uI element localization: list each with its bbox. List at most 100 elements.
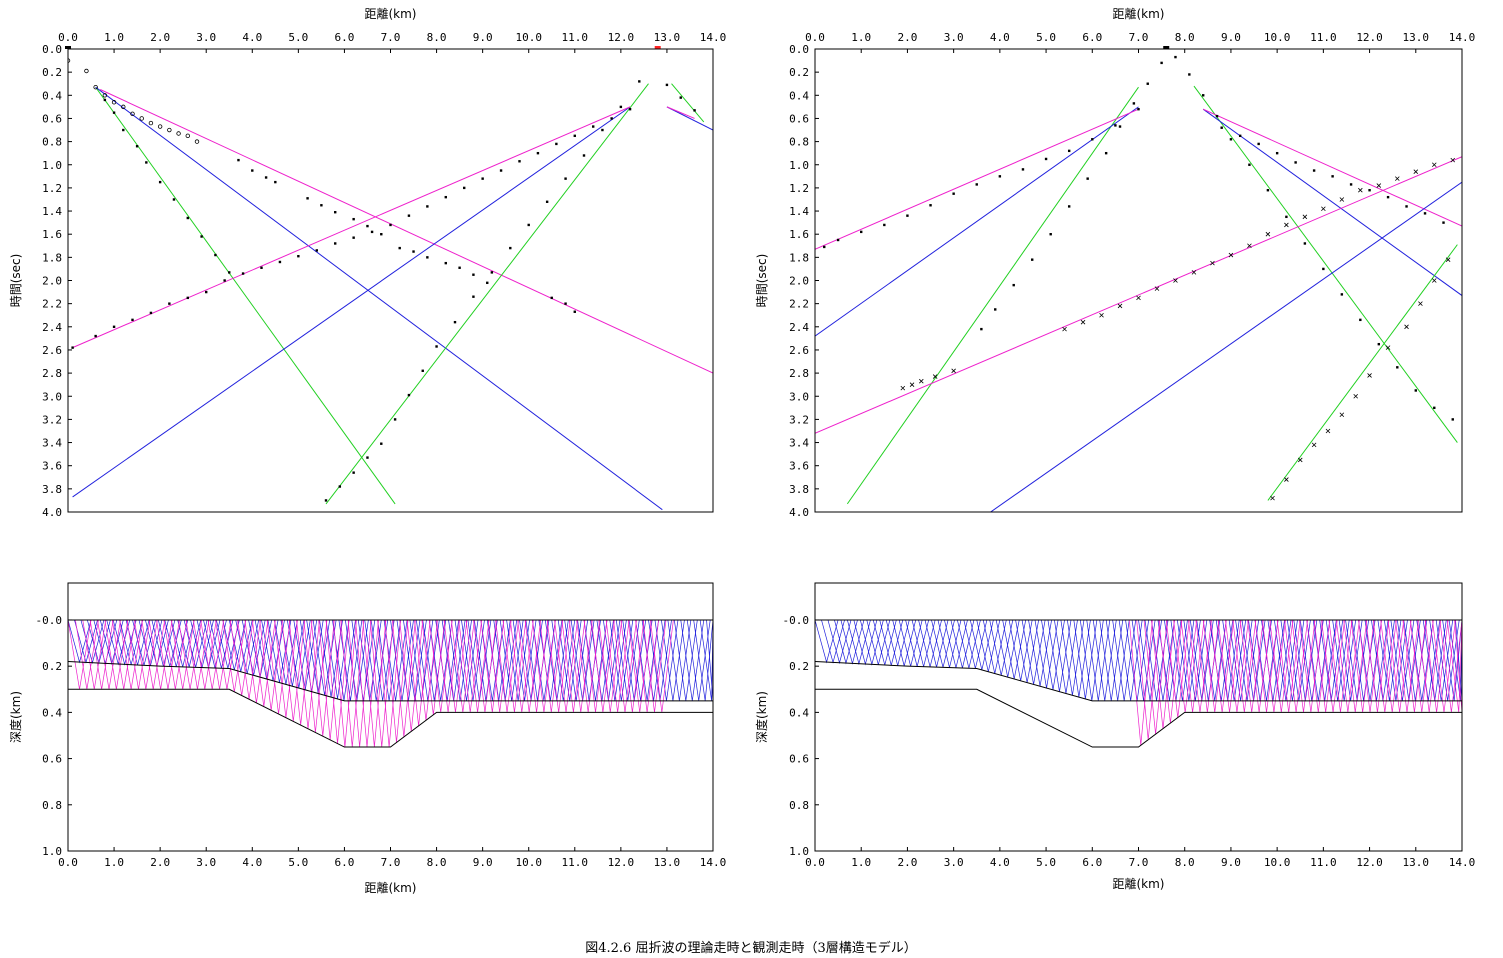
x-tick-label: 5.0	[288, 856, 308, 869]
observed-point	[1257, 142, 1260, 146]
theoretical-line-blue	[990, 181, 1462, 512]
observed-point	[601, 128, 604, 132]
theoretical-line-blue	[95, 86, 663, 511]
observed-point	[426, 256, 429, 259]
y-tick-label: 3.4	[42, 437, 62, 450]
x-tick-label: 6.0	[1082, 31, 1102, 44]
x-tick-label: 4.0	[242, 31, 262, 44]
y-tick-label: 3.8	[42, 483, 62, 496]
observed-point	[71, 346, 74, 349]
plot-frame	[67, 48, 714, 513]
observed-point	[380, 442, 383, 445]
observed-point	[228, 271, 231, 274]
observed-point	[1311, 442, 1317, 448]
observed-point	[1368, 189, 1371, 192]
observed-point	[122, 128, 125, 132]
observed-point	[573, 310, 576, 313]
observed-point	[975, 183, 978, 186]
observed-point	[1413, 169, 1419, 174]
x-tick-label: 7.0	[381, 31, 401, 44]
observed-point	[130, 111, 135, 117]
theoretical-line-green	[1193, 85, 1458, 443]
x-tick-label: 10.0	[515, 856, 542, 869]
plot-area	[815, 619, 1462, 748]
panel-upper-left-travel-time: 0.0 1.0 2.0 3.0 4.0 5.0 6.0 7.0 8.0 9.0 10.0 11.0 12…	[9, 7, 726, 519]
x-tick-label: 2.0	[897, 31, 917, 44]
y-tick-label: 0.8	[42, 136, 62, 149]
x-tick-label: 12.0	[608, 31, 635, 44]
observed-point	[389, 223, 392, 227]
observed-point	[260, 266, 263, 269]
layer-boundary-2	[815, 688, 1462, 748]
observed-point	[1049, 233, 1052, 236]
observed-point	[84, 68, 89, 74]
observed-point	[619, 105, 623, 109]
observed-point	[186, 296, 189, 300]
y-tick-label: 2.8	[42, 367, 62, 380]
observed-point	[435, 345, 438, 348]
theoretical-line-blue	[666, 106, 713, 131]
observed-point	[1091, 138, 1094, 141]
observed-point	[1154, 286, 1160, 291]
observed-point	[1450, 157, 1456, 163]
observed-point	[836, 238, 840, 242]
x-tick-label: 5.0	[1036, 856, 1056, 869]
observed-point	[297, 254, 300, 258]
x-tick-label: 2.0	[150, 31, 170, 44]
y-tick-label: 3.2	[42, 413, 62, 426]
y-tick-label: 0.2	[42, 66, 62, 79]
observed-point	[338, 485, 342, 488]
observed-point	[1377, 342, 1381, 346]
observed-point	[628, 107, 632, 111]
observed-point	[320, 204, 323, 207]
x-tick-label: 3.0	[196, 856, 216, 869]
observed-point	[693, 109, 696, 112]
observed-point	[102, 93, 108, 98]
observed-point	[200, 235, 203, 238]
y-tick-label: -0.0	[783, 614, 810, 627]
observed-point	[1191, 270, 1197, 275]
observed-point	[509, 246, 512, 250]
observed-point	[582, 154, 586, 157]
y-tick-label: 0.4	[42, 89, 62, 102]
y-tick-label: 1.4	[789, 205, 809, 218]
panel-lower-right-ray-path: 0.0 1.0 2.0 3.0 4.0 5.0 6.0 7.0 8.0 9.0 10.0 11.0 12…	[754, 582, 1475, 891]
observed-point	[536, 151, 540, 155]
observed-point	[1418, 301, 1423, 306]
observed-point	[486, 281, 489, 285]
x-tick-label: 0.0	[58, 31, 78, 44]
layer-boundary-1	[815, 661, 1462, 702]
y-tick-label: 1.8	[789, 251, 809, 264]
shot-point	[654, 46, 661, 49]
theoretical-line-magenta	[100, 89, 713, 374]
y-tick-label: 1.0	[789, 159, 809, 172]
observed-point	[472, 273, 475, 276]
observed-point	[121, 104, 126, 110]
y-tick-label: 2.8	[789, 367, 809, 380]
observed-point	[527, 223, 530, 227]
x-tick-label: 2.0	[150, 856, 170, 869]
theoretical-line-magenta	[815, 156, 1462, 434]
panel-lower-left-ray-path: 0.0 1.0 2.0 3.0 4.0 5.0 6.0 7.0 8.0 9.0 10.0 11.0 12…	[8, 582, 726, 895]
observed-point	[458, 266, 461, 269]
y-tick-label: 1.6	[789, 228, 809, 241]
observed-point	[1248, 163, 1251, 166]
observed-point	[176, 131, 181, 136]
x-tick-label: 6.0	[334, 856, 354, 869]
y-tick-label: 1.2	[42, 182, 62, 195]
observed-point	[900, 385, 906, 391]
observed-point	[1404, 324, 1409, 330]
observed-point	[407, 393, 411, 397]
plot-area	[815, 55, 1462, 512]
y-tick-label: 2.4	[789, 321, 809, 334]
observed-point	[1445, 257, 1451, 262]
x-axis-title: 距離(km)	[1112, 877, 1164, 891]
x-tick-label: 9.0	[473, 856, 493, 869]
y-tick-label: 0.2	[42, 660, 62, 673]
observed-point	[1284, 477, 1289, 482]
observed-point	[1339, 412, 1345, 418]
observed-point	[278, 260, 282, 264]
observed-point	[550, 296, 553, 300]
